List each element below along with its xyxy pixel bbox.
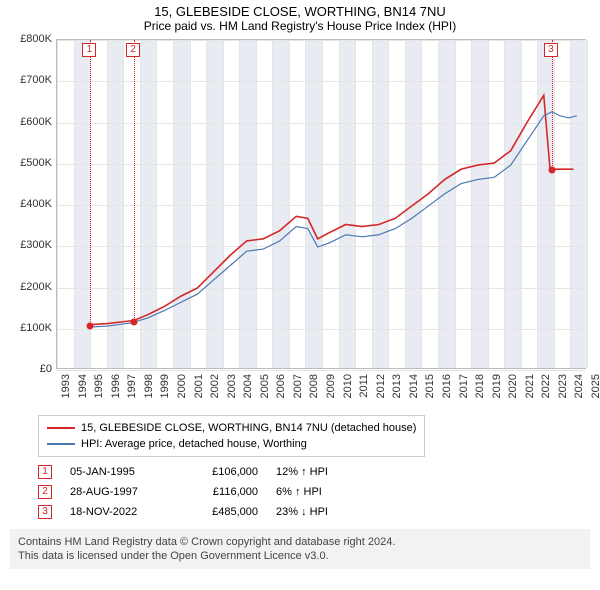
legend-label: HPI: Average price, detached house, Wort…	[81, 436, 307, 452]
x-tick-label: 2001	[193, 374, 205, 398]
x-tick-label: 2023	[557, 374, 569, 398]
footer-line-1: Contains HM Land Registry data © Crown c…	[18, 535, 582, 549]
x-tick-label: 2022	[540, 374, 552, 398]
marker-point	[548, 166, 555, 173]
x-tick-label: 2013	[391, 374, 403, 398]
datapoint-pct: 6% ↑ HPI	[276, 486, 386, 498]
marker-vline	[552, 40, 553, 168]
plot-area	[56, 39, 586, 369]
x-tick-label: 2005	[259, 374, 271, 398]
y-tick-label: £600K	[6, 116, 52, 128]
legend-swatch	[47, 443, 75, 445]
datapoint-row: 1 05-JAN-1995 £106,000 12% ↑ HPI	[38, 465, 594, 479]
x-tick-label: 2009	[325, 374, 337, 398]
legend-label: 15, GLEBESIDE CLOSE, WORTHING, BN14 7NU …	[81, 420, 416, 436]
chart-subtitle: Price paid vs. HM Land Registry's House …	[6, 19, 594, 33]
marker-point	[87, 323, 94, 330]
footer-attribution: Contains HM Land Registry data © Crown c…	[10, 529, 590, 569]
datapoint-date: 18-NOV-2022	[70, 506, 160, 518]
y-tick-label: £500K	[6, 157, 52, 169]
y-tick-label: £200K	[6, 281, 52, 293]
marker-vline	[90, 40, 91, 324]
chart-title: 15, GLEBESIDE CLOSE, WORTHING, BN14 7NU	[6, 4, 594, 19]
legend: 15, GLEBESIDE CLOSE, WORTHING, BN14 7NU …	[38, 415, 425, 457]
x-tick-label: 2021	[524, 374, 536, 398]
x-tick-label: 1993	[60, 374, 72, 398]
datapoint-pct: 12% ↑ HPI	[276, 466, 386, 478]
x-tick-label: 2006	[275, 374, 287, 398]
y-tick-label: £300K	[6, 239, 52, 251]
series-line	[90, 112, 577, 327]
marker-label: 3	[544, 43, 558, 57]
x-tick-label: 1999	[159, 374, 171, 398]
legend-swatch	[47, 427, 75, 429]
x-tick-label: 2020	[507, 374, 519, 398]
x-tick-label: 1994	[77, 374, 89, 398]
datapoint-marker: 1	[38, 465, 52, 479]
datapoint-pct: 23% ↓ HPI	[276, 506, 386, 518]
datapoint-table: 1 05-JAN-1995 £106,000 12% ↑ HPI 2 28-AUG-199…	[38, 465, 594, 519]
y-tick-label: £400K	[6, 198, 52, 210]
x-tick-label: 2018	[474, 374, 486, 398]
x-tick-label: 1997	[126, 374, 138, 398]
x-tick-label: 1998	[143, 374, 155, 398]
marker-vline	[134, 40, 135, 320]
y-tick-label: £700K	[6, 74, 52, 86]
x-tick-label: 2000	[176, 374, 188, 398]
y-tick-label: £0	[6, 363, 52, 375]
x-tick-label: 2025	[590, 374, 600, 398]
y-tick-label: £100K	[6, 322, 52, 334]
marker-label: 1	[82, 43, 96, 57]
x-tick-label: 2011	[358, 374, 370, 398]
x-tick-label: 2007	[292, 374, 304, 398]
x-tick-label: 2014	[408, 374, 420, 398]
footer-line-2: This data is licensed under the Open Gov…	[18, 549, 582, 563]
datapoint-price: £485,000	[178, 506, 258, 518]
datapoint-date: 05-JAN-1995	[70, 466, 160, 478]
marker-label: 2	[126, 43, 140, 57]
gridline-h	[57, 370, 585, 371]
marker-point	[131, 319, 138, 326]
x-tick-label: 2003	[226, 374, 238, 398]
series-line	[90, 95, 573, 324]
gridline-v	[587, 40, 588, 368]
datapoint-date: 28-AUG-1997	[70, 486, 160, 498]
x-tick-label: 2024	[573, 374, 585, 398]
x-tick-label: 1995	[93, 374, 105, 398]
legend-item: HPI: Average price, detached house, Wort…	[47, 436, 416, 452]
x-tick-label: 2016	[441, 374, 453, 398]
datapoint-price: £116,000	[178, 486, 258, 498]
chart: £0£100K£200K£300K£400K£500K£600K£700K£80…	[6, 39, 594, 409]
datapoint-price: £106,000	[178, 466, 258, 478]
datapoint-marker: 2	[38, 485, 52, 499]
datapoint-marker: 3	[38, 505, 52, 519]
x-tick-label: 2015	[424, 374, 436, 398]
x-tick-label: 2002	[209, 374, 221, 398]
x-tick-label: 2004	[242, 374, 254, 398]
y-tick-label: £800K	[6, 33, 52, 45]
datapoint-row: 3 18-NOV-2022 £485,000 23% ↓ HPI	[38, 505, 594, 519]
datapoint-row: 2 28-AUG-1997 £116,000 6% ↑ HPI	[38, 485, 594, 499]
x-tick-label: 2008	[308, 374, 320, 398]
legend-item: 15, GLEBESIDE CLOSE, WORTHING, BN14 7NU …	[47, 420, 416, 436]
x-tick-label: 1996	[110, 374, 122, 398]
x-tick-label: 2010	[342, 374, 354, 398]
x-tick-label: 2012	[375, 374, 387, 398]
x-tick-label: 2019	[491, 374, 503, 398]
x-tick-label: 2017	[458, 374, 470, 398]
